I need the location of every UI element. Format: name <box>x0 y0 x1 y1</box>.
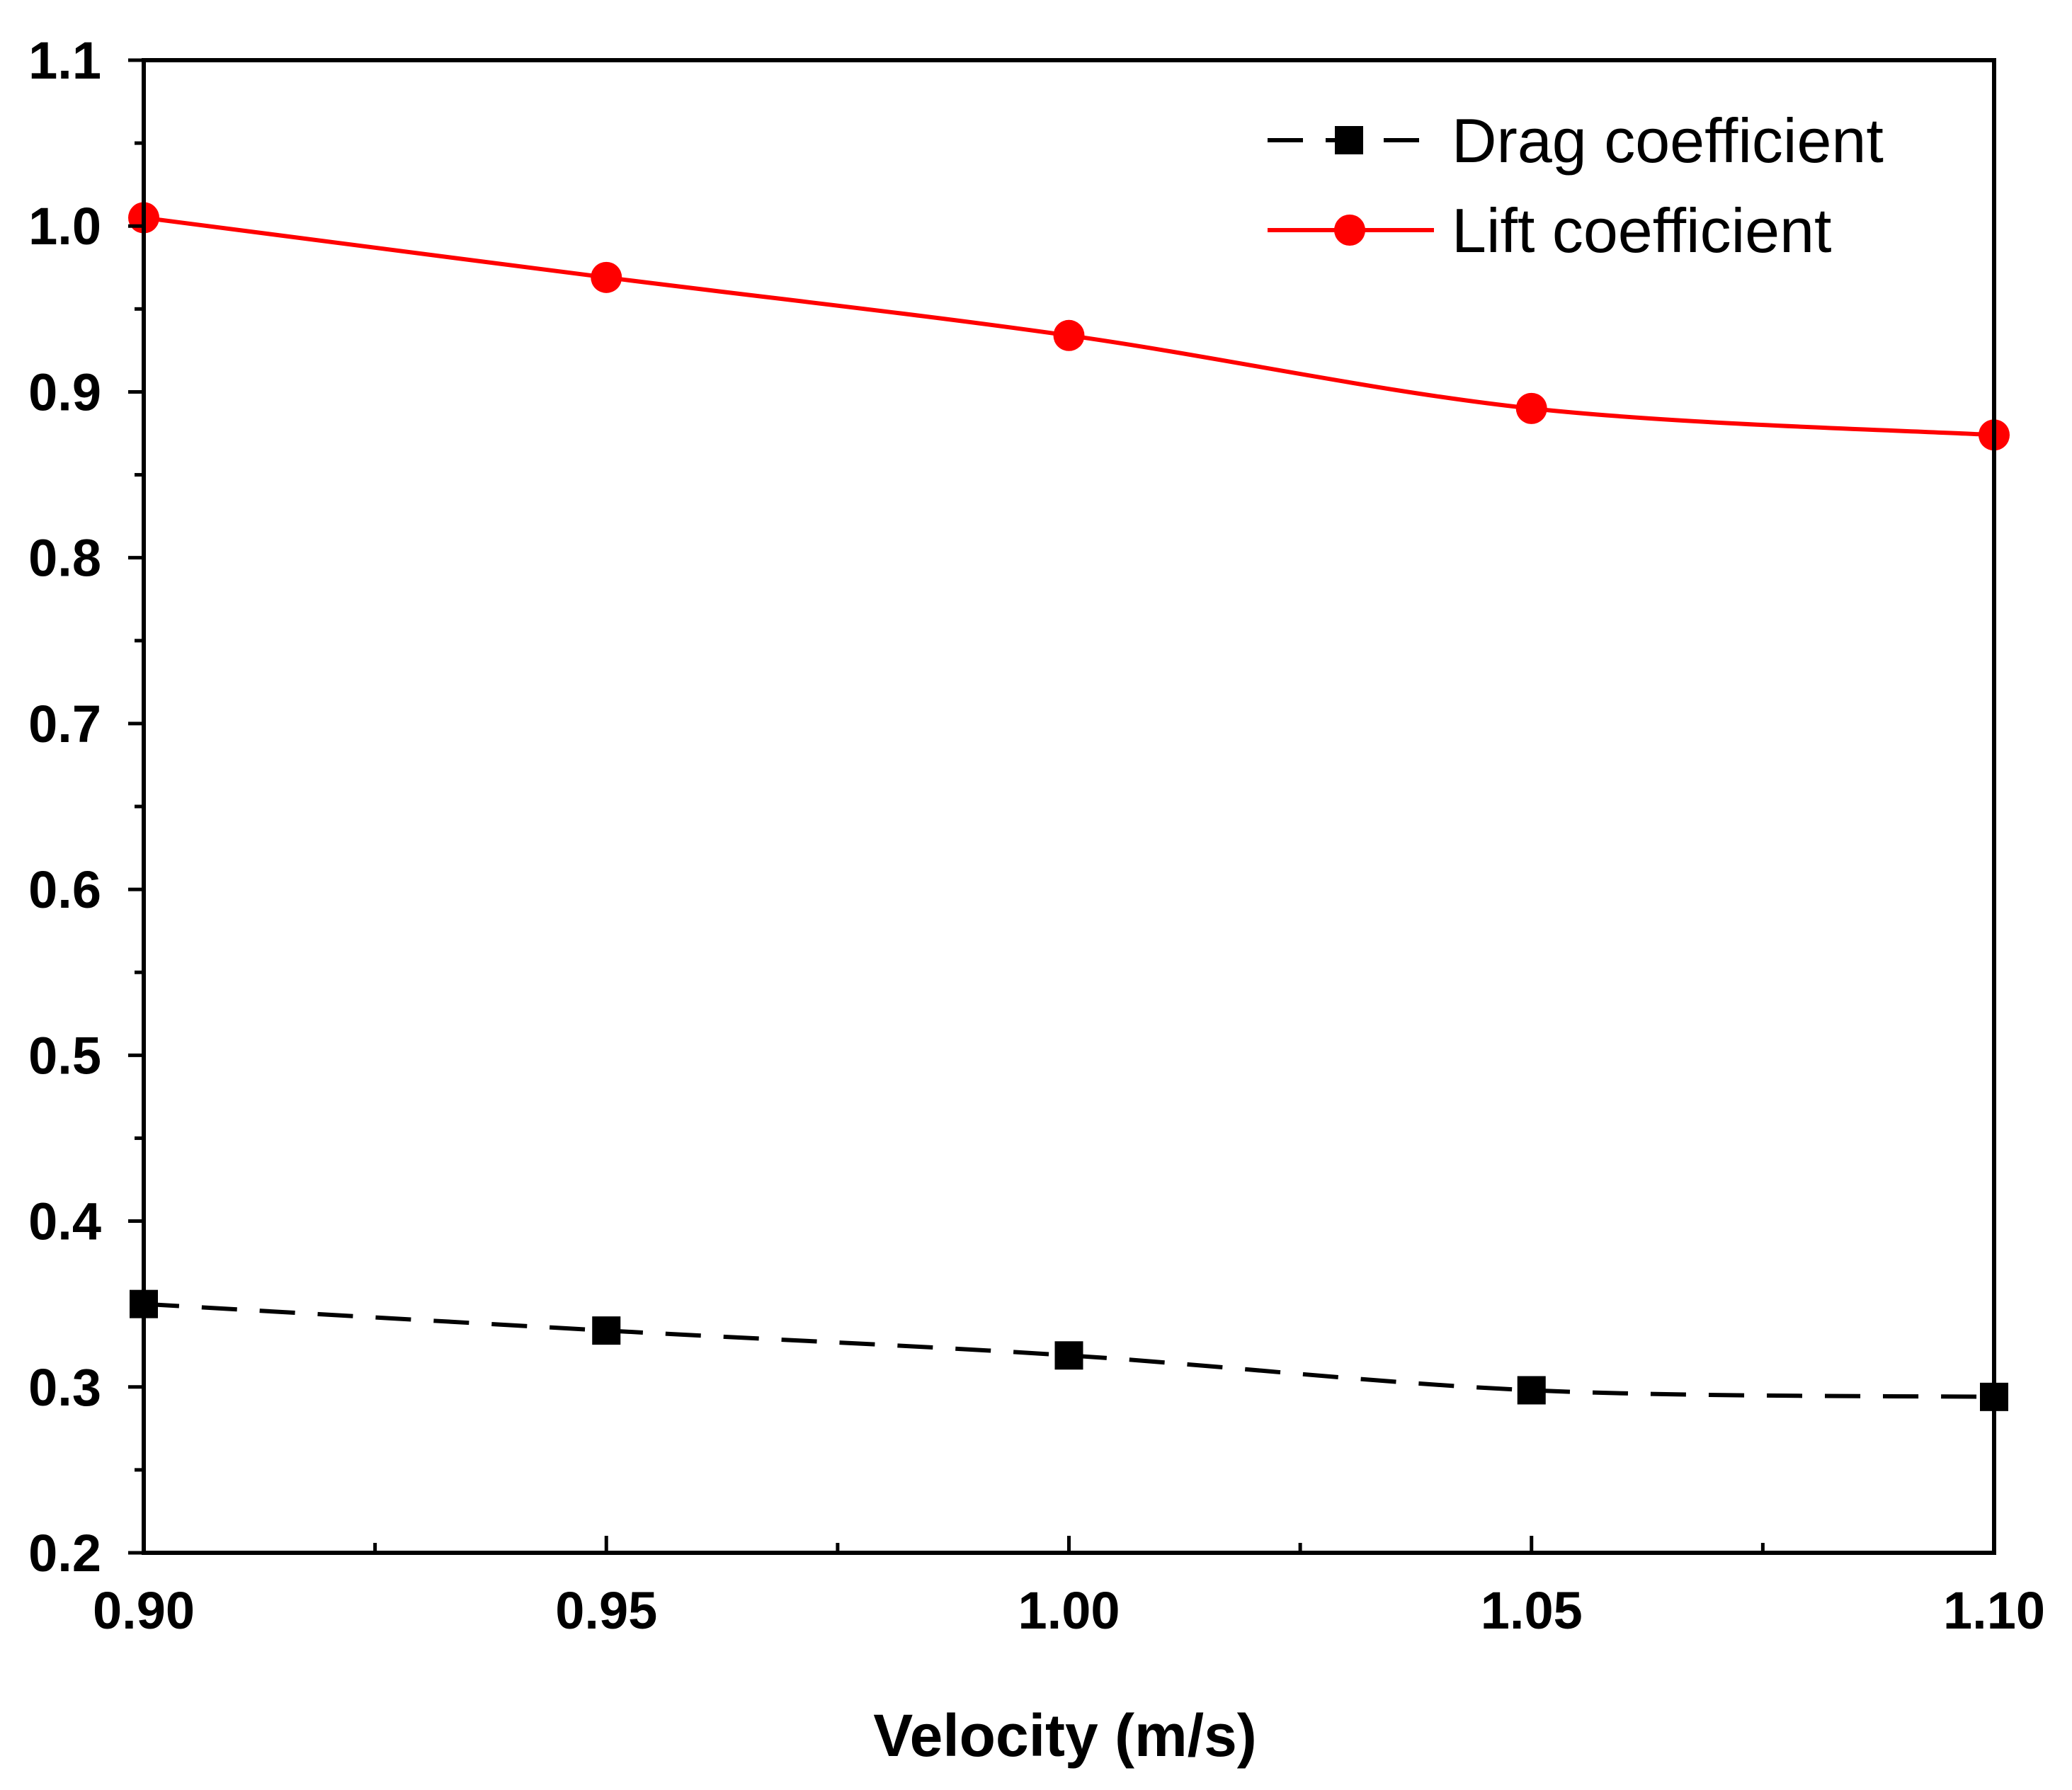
x-axis-title: Velocity (m/s) <box>873 1702 1257 1769</box>
x-tick-label: 1.10 <box>1943 1581 2045 1640</box>
legend: Drag coefficient Lift coefficient <box>1268 106 1884 266</box>
x-tick-label: 1.05 <box>1481 1581 1583 1640</box>
drag-series-line <box>143 1301 1995 1399</box>
drag-point <box>1054 1341 1083 1370</box>
y-tick-label: 1.1 <box>28 31 101 90</box>
y-tick-label: 1.0 <box>28 197 101 256</box>
drag-point <box>1517 1376 1546 1405</box>
y-tick-label: 0.9 <box>28 363 101 421</box>
y-tick-label: 0.6 <box>28 860 101 919</box>
y-tick-label: 0.3 <box>28 1358 101 1417</box>
y-tick-label: 0.4 <box>28 1192 101 1251</box>
lift-point <box>1515 392 1547 424</box>
y-tick-label: 0.7 <box>28 695 101 753</box>
x-tick-label: 0.95 <box>555 1581 657 1640</box>
y-tick-label: 0.2 <box>28 1524 101 1583</box>
legend-drag-marker <box>1335 126 1363 154</box>
x-tick-label: 0.90 <box>93 1581 195 1640</box>
plot-frame <box>142 58 1996 1555</box>
legend-lift-marker <box>1334 215 1365 246</box>
y-tick-label: 0.5 <box>28 1026 101 1085</box>
legend-drag-label: Drag coefficient <box>1452 106 1884 176</box>
lift-point <box>591 261 622 293</box>
drag-point <box>592 1316 621 1345</box>
plot-area <box>128 202 2010 1411</box>
x-tick-label: 1.00 <box>1018 1581 1120 1640</box>
y-tick-label: 0.8 <box>28 529 101 588</box>
legend-lift-label: Lift coefficient <box>1452 195 1831 266</box>
axes: 0.90 0.95 1.00 1.05 1.10 0.2 0.3 0.4 0.5 0.6 0.7 0.… <box>28 31 2045 1640</box>
lift-point <box>1053 319 1085 351</box>
